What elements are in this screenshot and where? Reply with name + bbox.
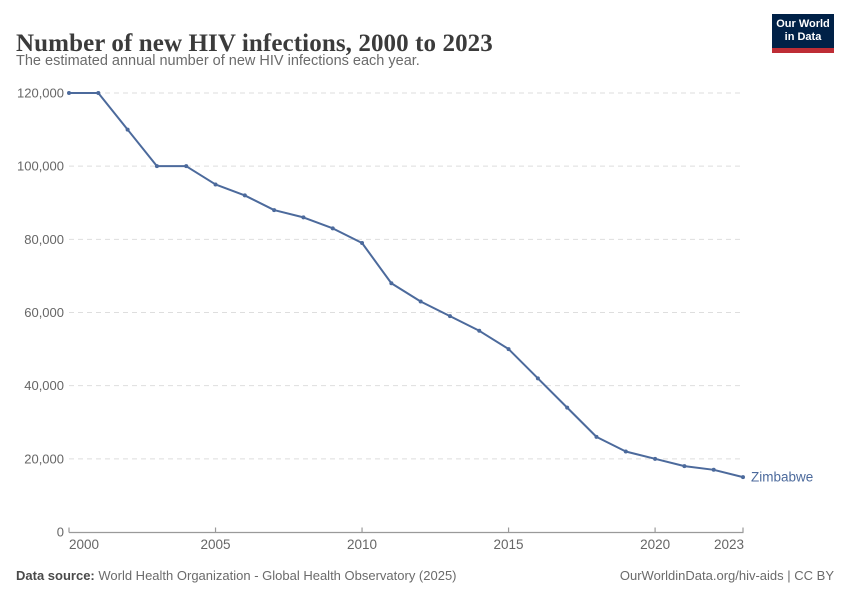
data-source-text: World Health Organization - Global Healt… (94, 568, 457, 583)
y-axis-tick-label: 20,000 (24, 451, 64, 466)
y-axis-tick-label: 120,000 (17, 86, 64, 101)
data-point-marker[interactable] (360, 240, 365, 245)
y-axis-tick-label: 0 (57, 525, 64, 540)
entity-label[interactable]: Zimbabwe (751, 470, 813, 485)
series-line (68, 92, 744, 479)
data-point-marker[interactable] (741, 475, 745, 480)
data-point-marker[interactable] (242, 193, 247, 198)
data-point-marker[interactable] (535, 376, 540, 381)
data-point-marker[interactable] (330, 226, 335, 231)
owid-logo-line2: in Data (784, 31, 822, 43)
data-point-marker[interactable] (682, 464, 687, 469)
data-point-marker[interactable] (125, 127, 130, 132)
y-axis-tick-label: 80,000 (24, 232, 64, 247)
data-source-label: Data source: (16, 568, 95, 583)
x-axis-tick-label: 2015 (494, 537, 524, 552)
data-point-marker[interactable] (711, 467, 716, 472)
y-axis-tick-label: 100,000 (17, 159, 64, 174)
y-axis-tick-label: 60,000 (24, 305, 64, 320)
x-axis-tick-label: 2023 (714, 537, 744, 552)
x-axis-tick-label: 2020 (640, 537, 670, 552)
data-point-marker[interactable] (447, 314, 452, 319)
data-point-marker[interactable] (96, 91, 101, 95)
data-point-marker[interactable] (565, 405, 570, 410)
data-point-marker[interactable] (184, 164, 189, 169)
page-subtitle: The estimated annual number of new HIV i… (16, 53, 420, 69)
data-point-marker[interactable] (67, 91, 71, 95)
data-point-marker[interactable] (154, 164, 159, 169)
x-axis-tick-label: 2010 (347, 537, 377, 552)
owid-logo-line1: Our World (776, 17, 830, 30)
data-point-marker[interactable] (213, 182, 218, 187)
data-point-marker[interactable] (623, 449, 628, 454)
data-source-note: Data source: World Health Organization -… (16, 568, 457, 583)
owid-logo[interactable]: Our World in Data (772, 14, 834, 53)
data-point-marker[interactable] (272, 208, 277, 213)
y-axis-tick-label: 40,000 (24, 378, 64, 393)
data-point-marker[interactable] (477, 328, 482, 333)
data-point-marker[interactable] (301, 215, 306, 220)
data-point-marker[interactable] (594, 434, 599, 439)
x-axis-tick-label: 2000 (69, 537, 99, 552)
data-point-marker[interactable] (418, 299, 423, 304)
data-point-marker[interactable] (653, 456, 658, 461)
credit-link[interactable]: OurWorldinData.org/hiv-aids | CC BY (619, 568, 834, 583)
page-title: Number of new HIV infections, 2000 to 20… (16, 29, 493, 57)
data-point-marker[interactable] (389, 281, 394, 286)
data-point-marker[interactable] (506, 347, 511, 352)
x-axis-tick-label: 2005 (200, 537, 230, 552)
